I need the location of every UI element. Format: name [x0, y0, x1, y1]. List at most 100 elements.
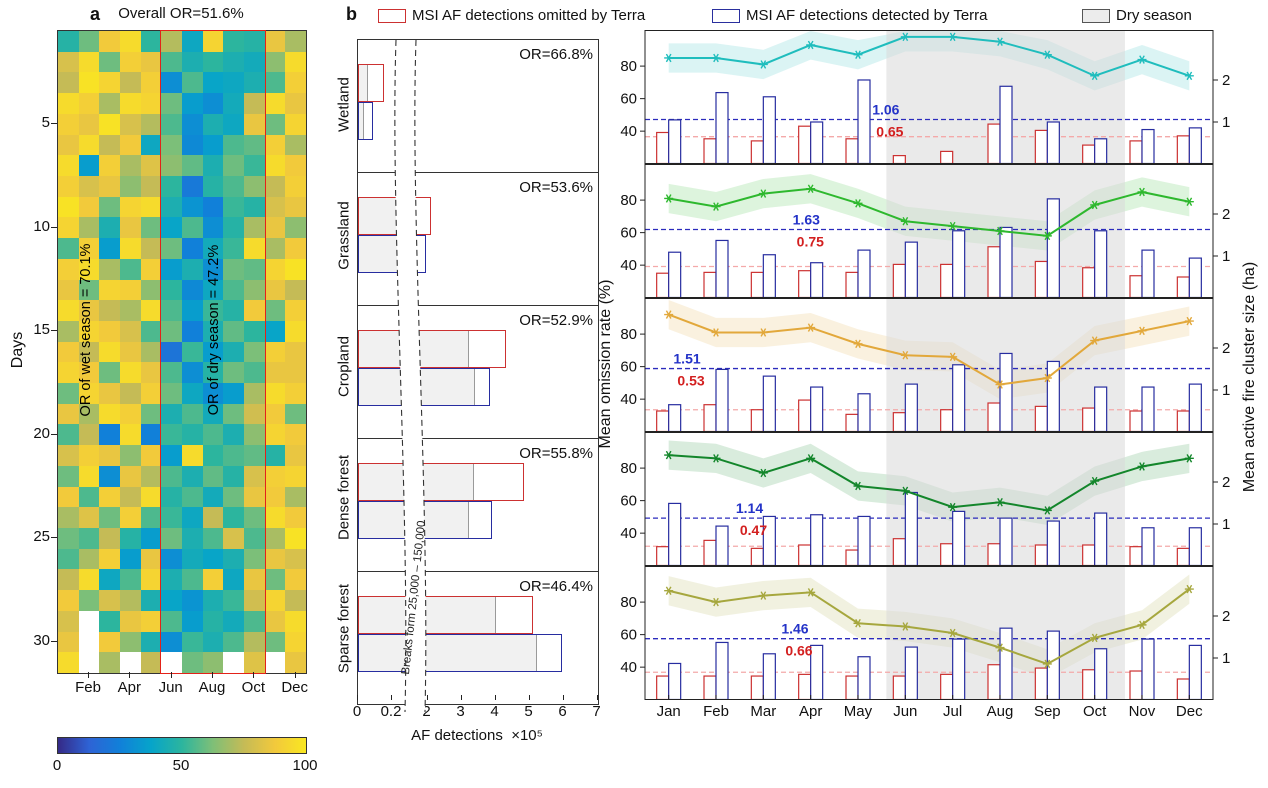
detected-bar [668, 404, 682, 432]
heatmap-cell [140, 258, 162, 280]
heatmap-cell [223, 258, 244, 280]
landcover-subplot: OR=52.9% [357, 305, 599, 439]
asterisk-marker [900, 350, 910, 360]
heatmap-cell [161, 300, 182, 321]
heatmap-cell [223, 403, 244, 425]
heatmap-cell [119, 93, 141, 114]
heatmap-cell [58, 362, 79, 384]
heatmap-cell [140, 320, 162, 342]
heatmap-cell [78, 279, 100, 301]
heatmap-cell [243, 465, 265, 487]
heatmap-cell [243, 590, 265, 611]
heatmap-cell [223, 341, 244, 363]
heatmap-cell [223, 424, 244, 446]
heatmap-cell [243, 528, 265, 549]
detected-bar [999, 517, 1013, 566]
heatmap-cell [223, 31, 244, 52]
heatmap-cell [58, 569, 79, 591]
detected-bar [715, 91, 729, 164]
heatmap-cell [140, 300, 162, 321]
heatmap-cell [78, 258, 100, 280]
heatmap-cell [119, 548, 141, 570]
omitted-bar [798, 270, 812, 298]
heatmap-cell [202, 175, 224, 197]
omitted-bar [1082, 407, 1096, 432]
left-tick-label: 60 [620, 493, 637, 510]
heatmap-cell [161, 383, 182, 404]
heatmap-cell [140, 362, 162, 384]
colorbar-tick-label: 0 [52, 757, 62, 774]
heatmap-cell [243, 383, 265, 404]
month-label: Sep [1033, 703, 1061, 720]
heatmap-cell [161, 631, 182, 653]
right-tick-label: 1 [1222, 382, 1230, 399]
heatmap-cell [202, 610, 224, 632]
heatmap-cell [264, 217, 286, 239]
heatmap-cell [119, 341, 141, 363]
heatmap-cell [161, 445, 182, 466]
heatmap-cell [264, 548, 286, 570]
heatmap-cell [285, 465, 306, 487]
heatmap-cell [264, 590, 286, 611]
asterisk-marker [711, 454, 721, 463]
heatmap-cell [161, 238, 182, 259]
omitted-bar [1176, 410, 1190, 432]
heatmap-cell [264, 93, 286, 114]
heatmap-cell [264, 238, 286, 259]
heatmap-cell [181, 362, 203, 384]
detected-bar [857, 515, 871, 566]
heatmap-cell [99, 445, 120, 466]
legend-item-dry-season: Dry season [1082, 7, 1192, 24]
heatmap-cell [202, 31, 224, 52]
asterisk-marker [995, 643, 1005, 652]
detected-bar [857, 393, 871, 432]
omitted-bar [1034, 405, 1048, 432]
heatmap-cell [181, 507, 203, 529]
heatmap-cell [161, 465, 182, 487]
heatmap-cell [202, 238, 224, 259]
detected-bar [810, 262, 824, 298]
heatmap-cell [285, 590, 306, 611]
asterisk-marker [853, 50, 863, 59]
omitted-bar [940, 150, 954, 164]
omitted-bar [987, 402, 1001, 432]
left-tick-label: 80 [620, 192, 637, 209]
asterisk-marker [900, 216, 910, 226]
detected-bar [904, 383, 918, 432]
omitted-bar [845, 413, 859, 432]
heatmap-cell [243, 631, 265, 653]
heatmap-cell [58, 300, 79, 321]
heatmap-cell [181, 631, 203, 653]
or-value-label: OR=46.4% [519, 578, 593, 595]
heatmap-cell [58, 155, 79, 176]
heatmap-cell [285, 72, 306, 94]
heatmap-cell [99, 548, 120, 570]
heatmap-cell [140, 652, 162, 673]
heatmap-cell [78, 403, 100, 425]
heatmap-cell [78, 113, 100, 135]
heatmap-cell [223, 72, 244, 94]
heatmap-cell [140, 175, 162, 197]
omitted-bar [1082, 669, 1096, 700]
heatmap-cell [223, 548, 244, 570]
heatmap-cell [181, 548, 203, 570]
asterisk-marker [711, 202, 721, 211]
subplot-border [644, 298, 1214, 432]
asterisk-marker [1090, 71, 1100, 81]
heatmap-cell [181, 258, 203, 280]
heatmap-cell [223, 217, 244, 239]
heatmap-cell [264, 51, 286, 73]
heatmap-cell [243, 113, 265, 135]
heatmap-cell [264, 507, 286, 529]
left-tick-label: 80 [620, 460, 637, 477]
asterisk-marker [758, 468, 768, 478]
omitted-bar [1082, 544, 1096, 566]
heatmap-cell [243, 362, 265, 384]
heatmap-cell [264, 610, 286, 632]
asterisk-marker [711, 328, 721, 337]
month-label: Jun [893, 703, 918, 720]
heatmap-cell [99, 155, 120, 176]
heatmap-cell [119, 383, 141, 404]
right-tick-label: 1 [1222, 114, 1230, 131]
heatmap-cell [58, 528, 79, 549]
